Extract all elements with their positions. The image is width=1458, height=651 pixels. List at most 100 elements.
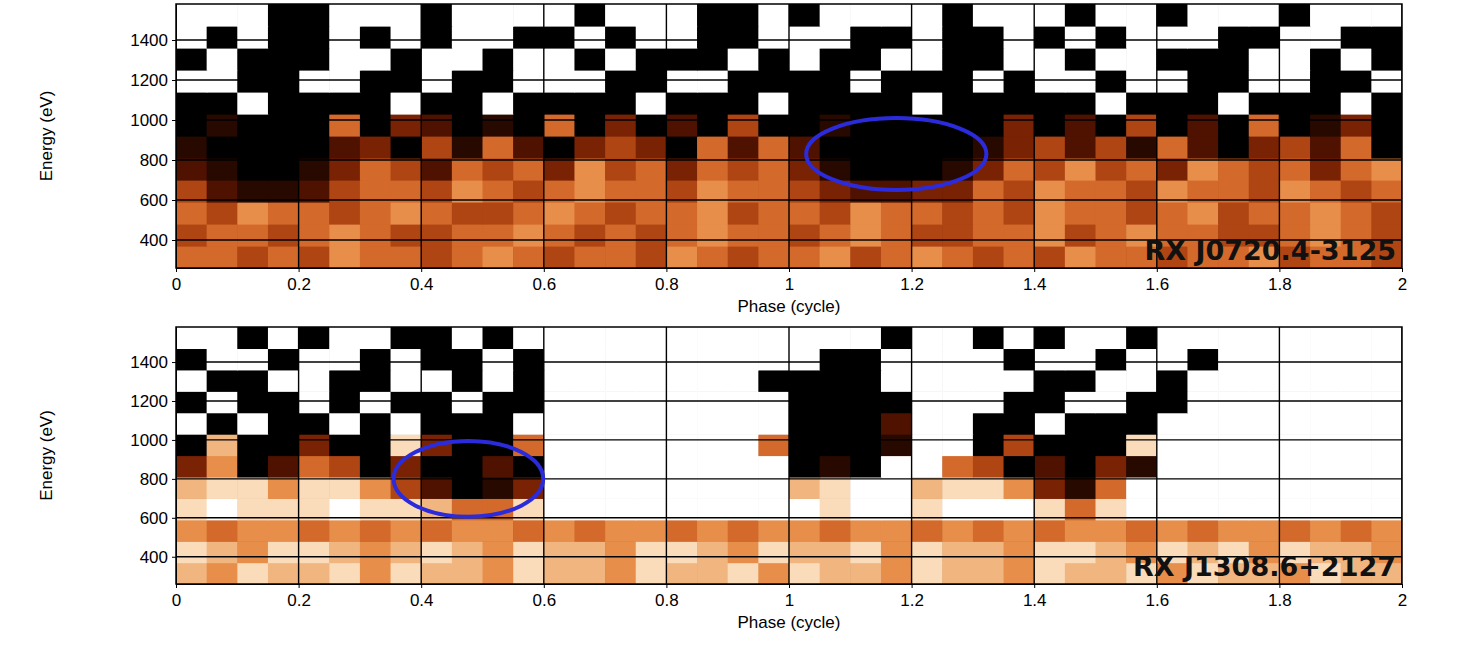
heatmap-cell: [789, 92, 820, 115]
heatmap-cell: [574, 563, 605, 584]
heatmap-cell: [1065, 348, 1096, 370]
heatmap-cell: [881, 477, 912, 499]
heatmap-cell: [483, 348, 514, 370]
heatmap-cell: [483, 477, 514, 499]
heatmap-cell: [1279, 158, 1310, 181]
heatmap-cell: [574, 498, 605, 520]
heatmap-cell: [758, 246, 789, 268]
heatmap-cell: [666, 70, 697, 93]
heatmap-cell: [666, 541, 697, 563]
heatmap-cell: [1157, 158, 1188, 181]
heatmap-cell: [574, 136, 605, 159]
heatmap-cell: [1341, 158, 1372, 181]
plot-area: [176, 327, 1402, 584]
heatmap-cell: [1157, 70, 1188, 93]
heatmap-cell: [973, 70, 1004, 93]
heatmap-cell: [268, 114, 299, 137]
x-tick-mark: [544, 584, 545, 588]
heatmap-cell: [666, 520, 697, 542]
heatmap-cell: [666, 202, 697, 225]
heatmap-cell: [1065, 92, 1096, 115]
heatmap-cell: [1371, 477, 1402, 499]
heatmap-cell: [1126, 180, 1157, 203]
heatmap-cell: [1218, 48, 1249, 71]
heatmap-cell: [881, 224, 912, 247]
heatmap-cell: [1310, 158, 1341, 181]
heatmap-cell: [1310, 70, 1341, 93]
x-tick: 1: [785, 584, 794, 610]
heatmap-cell: [237, 456, 268, 478]
heatmap-cell: [1157, 456, 1188, 478]
x-tick: 1.2: [900, 268, 924, 294]
heatmap-cell: [237, 391, 268, 413]
heatmap-cell: [360, 327, 391, 349]
heatmap-cell: [973, 246, 1004, 268]
heatmap-cell: [391, 202, 422, 225]
heatmap-cell: [268, 327, 299, 349]
heatmap-cell: [820, 48, 851, 71]
x-tick: 0.4: [410, 584, 434, 610]
heatmap-cell: [1187, 327, 1218, 349]
heatmap-cell: [391, 48, 422, 71]
heatmap-cell: [881, 456, 912, 478]
heatmap-cell: [1371, 202, 1402, 225]
heatmap-cell: [697, 348, 728, 370]
heatmap-cell: [544, 413, 575, 435]
heatmap-cell: [1157, 4, 1188, 27]
heatmap-cell: [1126, 92, 1157, 115]
x-axis: 00.20.40.60.811.21.41.61.82: [172, 584, 1407, 610]
heatmap-cell: [789, 48, 820, 71]
heatmap-cell: [1096, 348, 1127, 370]
heatmap-cell: [544, 180, 575, 203]
x-tick-label: 1.4: [1023, 275, 1047, 294]
heatmap-cell: [1065, 498, 1096, 520]
heatmap-cell: [207, 48, 238, 71]
y-tick: 1400: [130, 353, 176, 372]
heatmap-cell: [1341, 456, 1372, 478]
heatmap-cell: [299, 370, 330, 392]
heatmap-cell: [758, 26, 789, 49]
heatmap-cell: [483, 413, 514, 435]
heatmap-cell: [942, 413, 973, 435]
heatmap-cell: [268, 498, 299, 520]
heatmap-cell: [942, 224, 973, 247]
y-tick-label: 1200: [130, 71, 168, 90]
heatmap-cell: [789, 114, 820, 137]
heatmap-cell: [268, 434, 299, 456]
heatmap-cell: [207, 70, 238, 93]
heatmap-cell: [483, 391, 514, 413]
heatmap-cell: [176, 563, 207, 584]
heatmap-cell: [1126, 158, 1157, 181]
heatmap-cell: [820, 70, 851, 93]
heatmap-cell: [299, 158, 330, 181]
heatmap-cell: [1371, 391, 1402, 413]
heatmap-cell: [1187, 158, 1218, 181]
heatmap-cell: [391, 348, 422, 370]
heatmap-cell: [697, 70, 728, 93]
y-tick-label: 600: [140, 509, 168, 528]
heatmap-cell: [636, 434, 667, 456]
heatmap-cell: [850, 70, 881, 93]
heatmap-cell: [268, 563, 299, 584]
heatmap-cell: [299, 348, 330, 370]
heatmap-cell: [1157, 413, 1188, 435]
y-tick-mark: [172, 440, 176, 441]
heatmap-cell: [1034, 498, 1065, 520]
x-tick-mark: [299, 584, 300, 588]
x-tick-label: 2: [1398, 591, 1407, 610]
heatmap-cell: [1218, 4, 1249, 27]
x-tick-mark: [1034, 268, 1035, 272]
heatmap-cell: [942, 456, 973, 478]
heatmap-cell: [942, 4, 973, 27]
heatmap-cell: [912, 563, 943, 584]
heatmap-cell: [1004, 246, 1035, 268]
heatmap-cell: [912, 327, 943, 349]
heatmap-cell: [850, 224, 881, 247]
heatmap-cell: [1126, 26, 1157, 49]
heatmap-cell: [1218, 26, 1249, 49]
heatmap-cell: [207, 434, 238, 456]
heatmap-cell: [1034, 456, 1065, 478]
heatmap-cell: [820, 246, 851, 268]
heatmap-cell: [1126, 520, 1157, 542]
heatmap-cell: [1218, 456, 1249, 478]
